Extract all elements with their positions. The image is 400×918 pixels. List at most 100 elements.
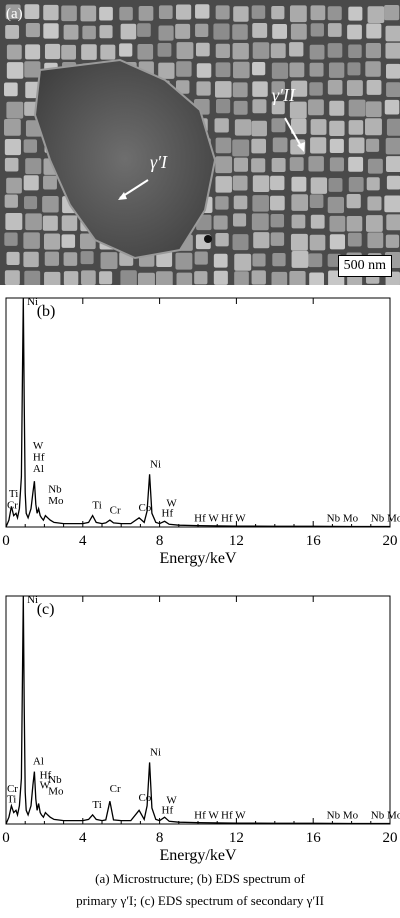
secondary-phase-label: γ′II (272, 85, 296, 105)
precipitate-cube (365, 101, 382, 118)
precipitate-cube (289, 271, 306, 285)
precipitate-cube (252, 195, 269, 212)
precipitate-cube (252, 99, 267, 114)
precipitate-cube (215, 43, 230, 59)
precipitate-cube (310, 137, 327, 154)
precipitate-cube (329, 100, 345, 116)
precipitate-cube (24, 270, 41, 285)
precipitate-cube (289, 101, 307, 119)
precipitate-cube (366, 177, 380, 191)
precipitate-cube (329, 120, 345, 137)
peak-label: W (166, 794, 177, 806)
precipitate-cube (232, 82, 248, 98)
peak-label: Hf W (221, 809, 246, 821)
precipitate-cube (4, 232, 18, 246)
precipitate-cube (213, 270, 228, 285)
precipitate-cube (367, 232, 384, 249)
panel-label: (b) (37, 303, 56, 320)
x-tick-label: 4 (79, 830, 87, 846)
precipitate-cube (100, 44, 116, 60)
precipitate-cube (365, 215, 383, 232)
figure-caption: (a) Microstructure; (b) EDS spectrum of … (0, 868, 400, 912)
precipitate-cube (310, 119, 327, 135)
precipitate-cube (215, 5, 230, 20)
precipitate-cube (196, 81, 211, 96)
x-axis-label: Energy/keV (159, 550, 236, 567)
peak-label: W (33, 440, 44, 452)
precipitate-cube (290, 118, 307, 135)
precipitate-cube (252, 42, 270, 59)
precipitate-cube (61, 215, 78, 231)
plot-frame (5, 595, 391, 825)
precipitate-cube (386, 118, 400, 136)
precipitate-cube (156, 271, 173, 285)
precipitate-cube (309, 44, 325, 60)
peak-label: Hf (40, 769, 52, 781)
precipitate-cube (308, 99, 324, 116)
precipitate-cube (290, 23, 307, 40)
precipitate-cube (24, 61, 41, 78)
x-tick-label: 12 (229, 830, 244, 846)
precipitate-cube (365, 61, 381, 77)
peak-label: Ni (150, 747, 161, 759)
precipitate-cube (233, 6, 249, 22)
precipitate-cube (253, 232, 270, 249)
precipitate-cube (367, 6, 385, 23)
precipitate-cube (310, 214, 325, 229)
precipitate-cube (309, 194, 324, 208)
precipitate-cube (347, 24, 362, 40)
precipitate-cube (384, 195, 400, 213)
precipitate-cube (347, 62, 361, 76)
precipitate-cube (367, 158, 383, 174)
precipitate-cube (308, 156, 324, 172)
precipitate-cube (252, 23, 268, 38)
peak-label: Hf W (221, 512, 246, 524)
precipitate-cube (233, 61, 250, 79)
precipitate-cube (348, 99, 366, 117)
precipitate-cube (4, 138, 21, 156)
precipitate-cube (252, 62, 266, 76)
peak-label: Hf (33, 452, 45, 464)
precipitate-cube (386, 214, 400, 231)
precipitate-cube (251, 213, 269, 231)
precipitate-cube (365, 118, 382, 136)
precipitate-cube (44, 271, 61, 285)
precipitate-cube (348, 137, 365, 154)
precipitate-cube (232, 43, 249, 60)
precipitate-cube (24, 4, 40, 20)
precipitate-cube (270, 195, 285, 211)
peak-label: Ti (9, 488, 18, 500)
precipitate-cube (215, 233, 229, 247)
x-tick-label: 20 (383, 830, 398, 846)
peak-label: Nb Mo (327, 512, 359, 524)
precipitate-cube (233, 157, 249, 172)
primary-phase-label: γ′I (150, 152, 168, 172)
peak-label: Co (138, 502, 151, 514)
precipitate-cube (234, 253, 252, 271)
precipitate-cube (234, 271, 249, 285)
precipitate-cube (6, 62, 24, 79)
precipitate-cube (5, 4, 21, 20)
precipitate-cube (61, 44, 76, 60)
precipitate-cube (43, 23, 59, 39)
peak-label: Ni (150, 458, 161, 470)
precipitate-cube (63, 271, 79, 285)
precipitate-cube (270, 43, 286, 59)
precipitate-cube (327, 253, 341, 267)
precipitate-cube (119, 6, 133, 21)
precipitate-cube (4, 157, 19, 172)
precipitate-cube (251, 138, 267, 154)
precipitate-cube (194, 251, 208, 265)
precipitate-cube (99, 6, 113, 21)
precipitate-cube (6, 101, 24, 119)
precipitate-cube (233, 213, 247, 227)
precipitate-cube (252, 81, 268, 97)
precipitate-cube (271, 6, 285, 20)
precipitate-cube (385, 42, 400, 59)
peak-label: Nb (48, 484, 62, 496)
precipitate-cube (271, 81, 285, 95)
precipitate-cube (309, 272, 324, 285)
precipitate-cube (348, 44, 362, 59)
